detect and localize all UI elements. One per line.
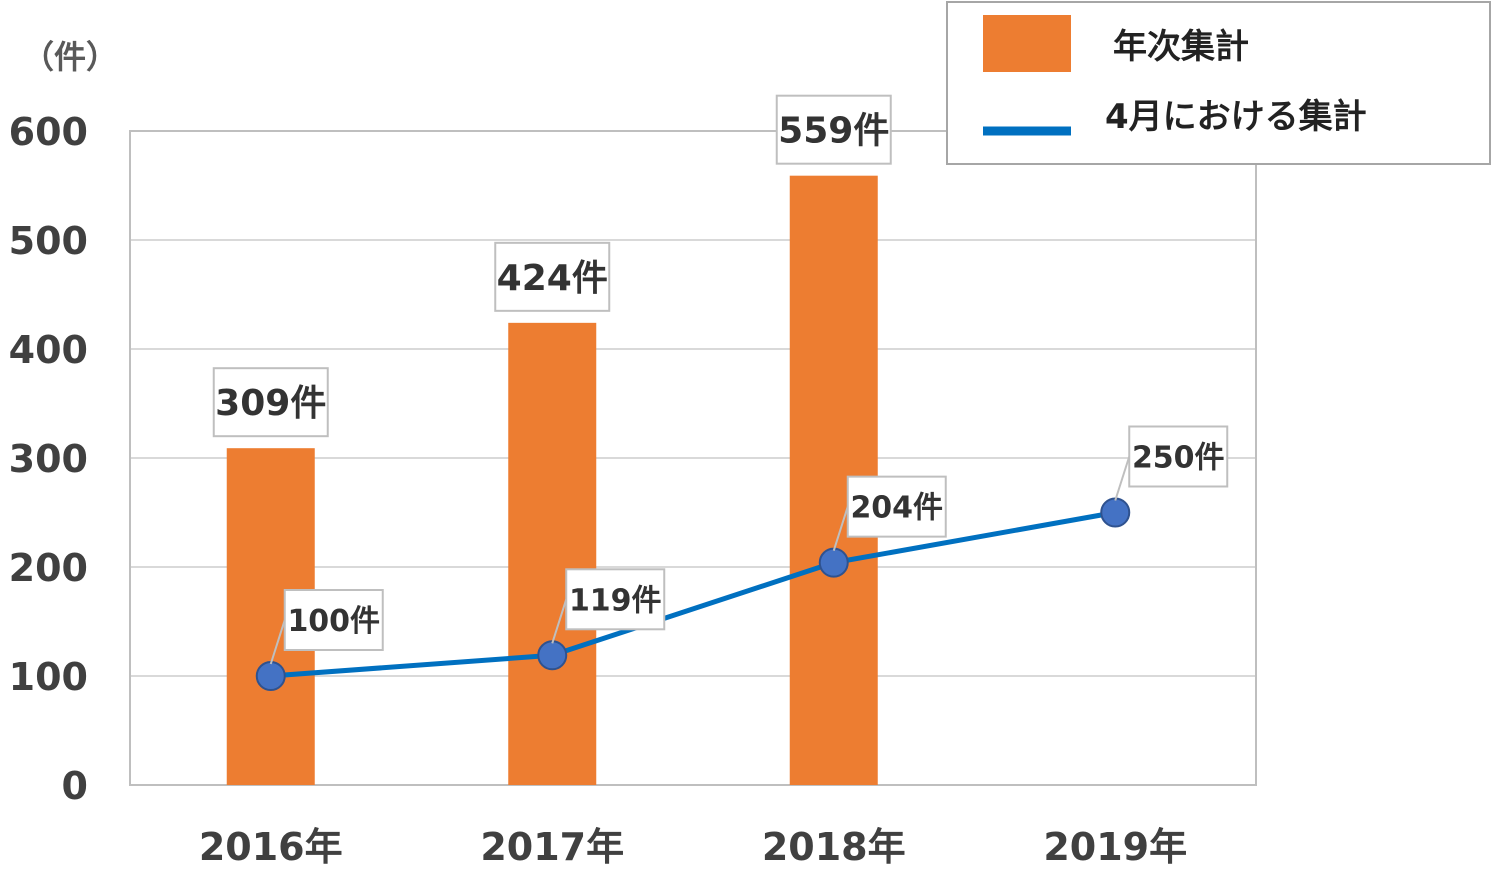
line-point [537,640,568,671]
y-tick-label: 200 [9,546,88,590]
bar-data-labels: 309件 424件 559件 [212,94,892,438]
y-tick-label: 500 [9,219,88,263]
bar-label-box [212,367,329,438]
gridlines [130,239,1256,677]
line-point [1100,497,1131,528]
leader-line [269,619,286,665]
y-tick-label: 600 [9,110,88,154]
x-tick-label: 2019年 [1043,825,1187,869]
line-data-label: 100件 [287,604,380,639]
line-label-box [283,589,384,651]
x-tick-label: 2018年 [762,825,906,869]
line-point [818,547,849,578]
bar-label-box [494,241,611,312]
leader-line [551,598,568,644]
y-axis-unit: （件） [22,38,118,76]
legend: 年次集計 4月における集計 [946,1,1491,165]
bar-label-box [775,94,892,165]
leader-line [832,506,849,551]
x-axis-ticks: 2016年 2017年 2018年 2019年 [199,825,1187,869]
y-tick-label: 0 [62,764,88,808]
line-data-labels: 100件 119件 204件 250件 [269,425,1229,665]
series-line [270,510,1116,679]
line-data-label: 250件 [1132,441,1225,476]
bar-data-label: 309件 [215,383,326,424]
line-label-box [1128,425,1229,488]
y-tick-label: 400 [9,328,88,372]
bar-data-label: 559件 [778,111,889,152]
line-data-label: 119件 [569,583,662,618]
y-tick-label: 300 [9,437,88,481]
line-label-box [565,568,666,631]
line-point [255,661,286,691]
x-tick-label: 2016年 [199,825,343,869]
y-tick-label: 100 [9,655,88,699]
bar-data-label: 424件 [497,258,608,299]
legend-bar-label: 年次集計 [1113,27,1249,67]
leader-line [1114,456,1131,501]
legend-bar-swatch [983,15,1071,72]
legend-line-label: 4月における集計 [1105,97,1367,137]
x-tick-label: 2017年 [480,825,624,869]
plot-area-border [129,130,1257,786]
line-series [255,497,1131,691]
bar [508,322,597,785]
line-data-label: 204件 [850,491,943,526]
y-axis-ticks: 0 100 200 300 400 500 600 [9,110,88,808]
line-label-box [846,475,947,538]
